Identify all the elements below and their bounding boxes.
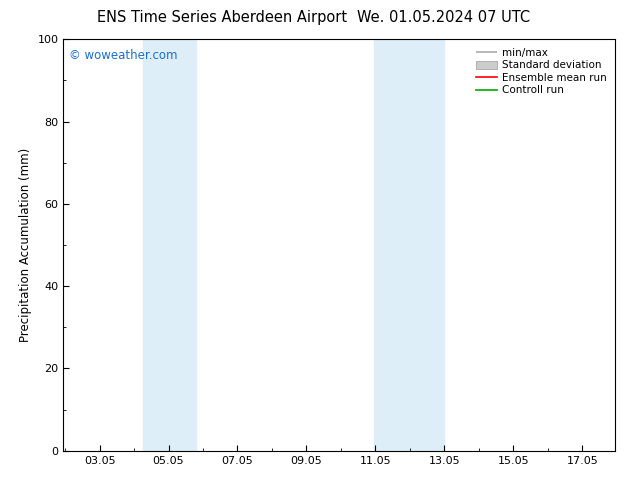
Text: ENS Time Series Aberdeen Airport: ENS Time Series Aberdeen Airport [97,10,347,25]
Text: © woweather.com: © woweather.com [69,49,178,63]
Bar [143,39,196,451]
Bar [373,39,444,451]
Text: We. 01.05.2024 07 UTC: We. 01.05.2024 07 UTC [357,10,531,25]
Y-axis label: Precipitation Accumulation (mm): Precipitation Accumulation (mm) [19,148,32,342]
Legend: min/max, Standard deviation, Ensemble mean run, Controll run: min/max, Standard deviation, Ensemble me… [473,45,610,98]
